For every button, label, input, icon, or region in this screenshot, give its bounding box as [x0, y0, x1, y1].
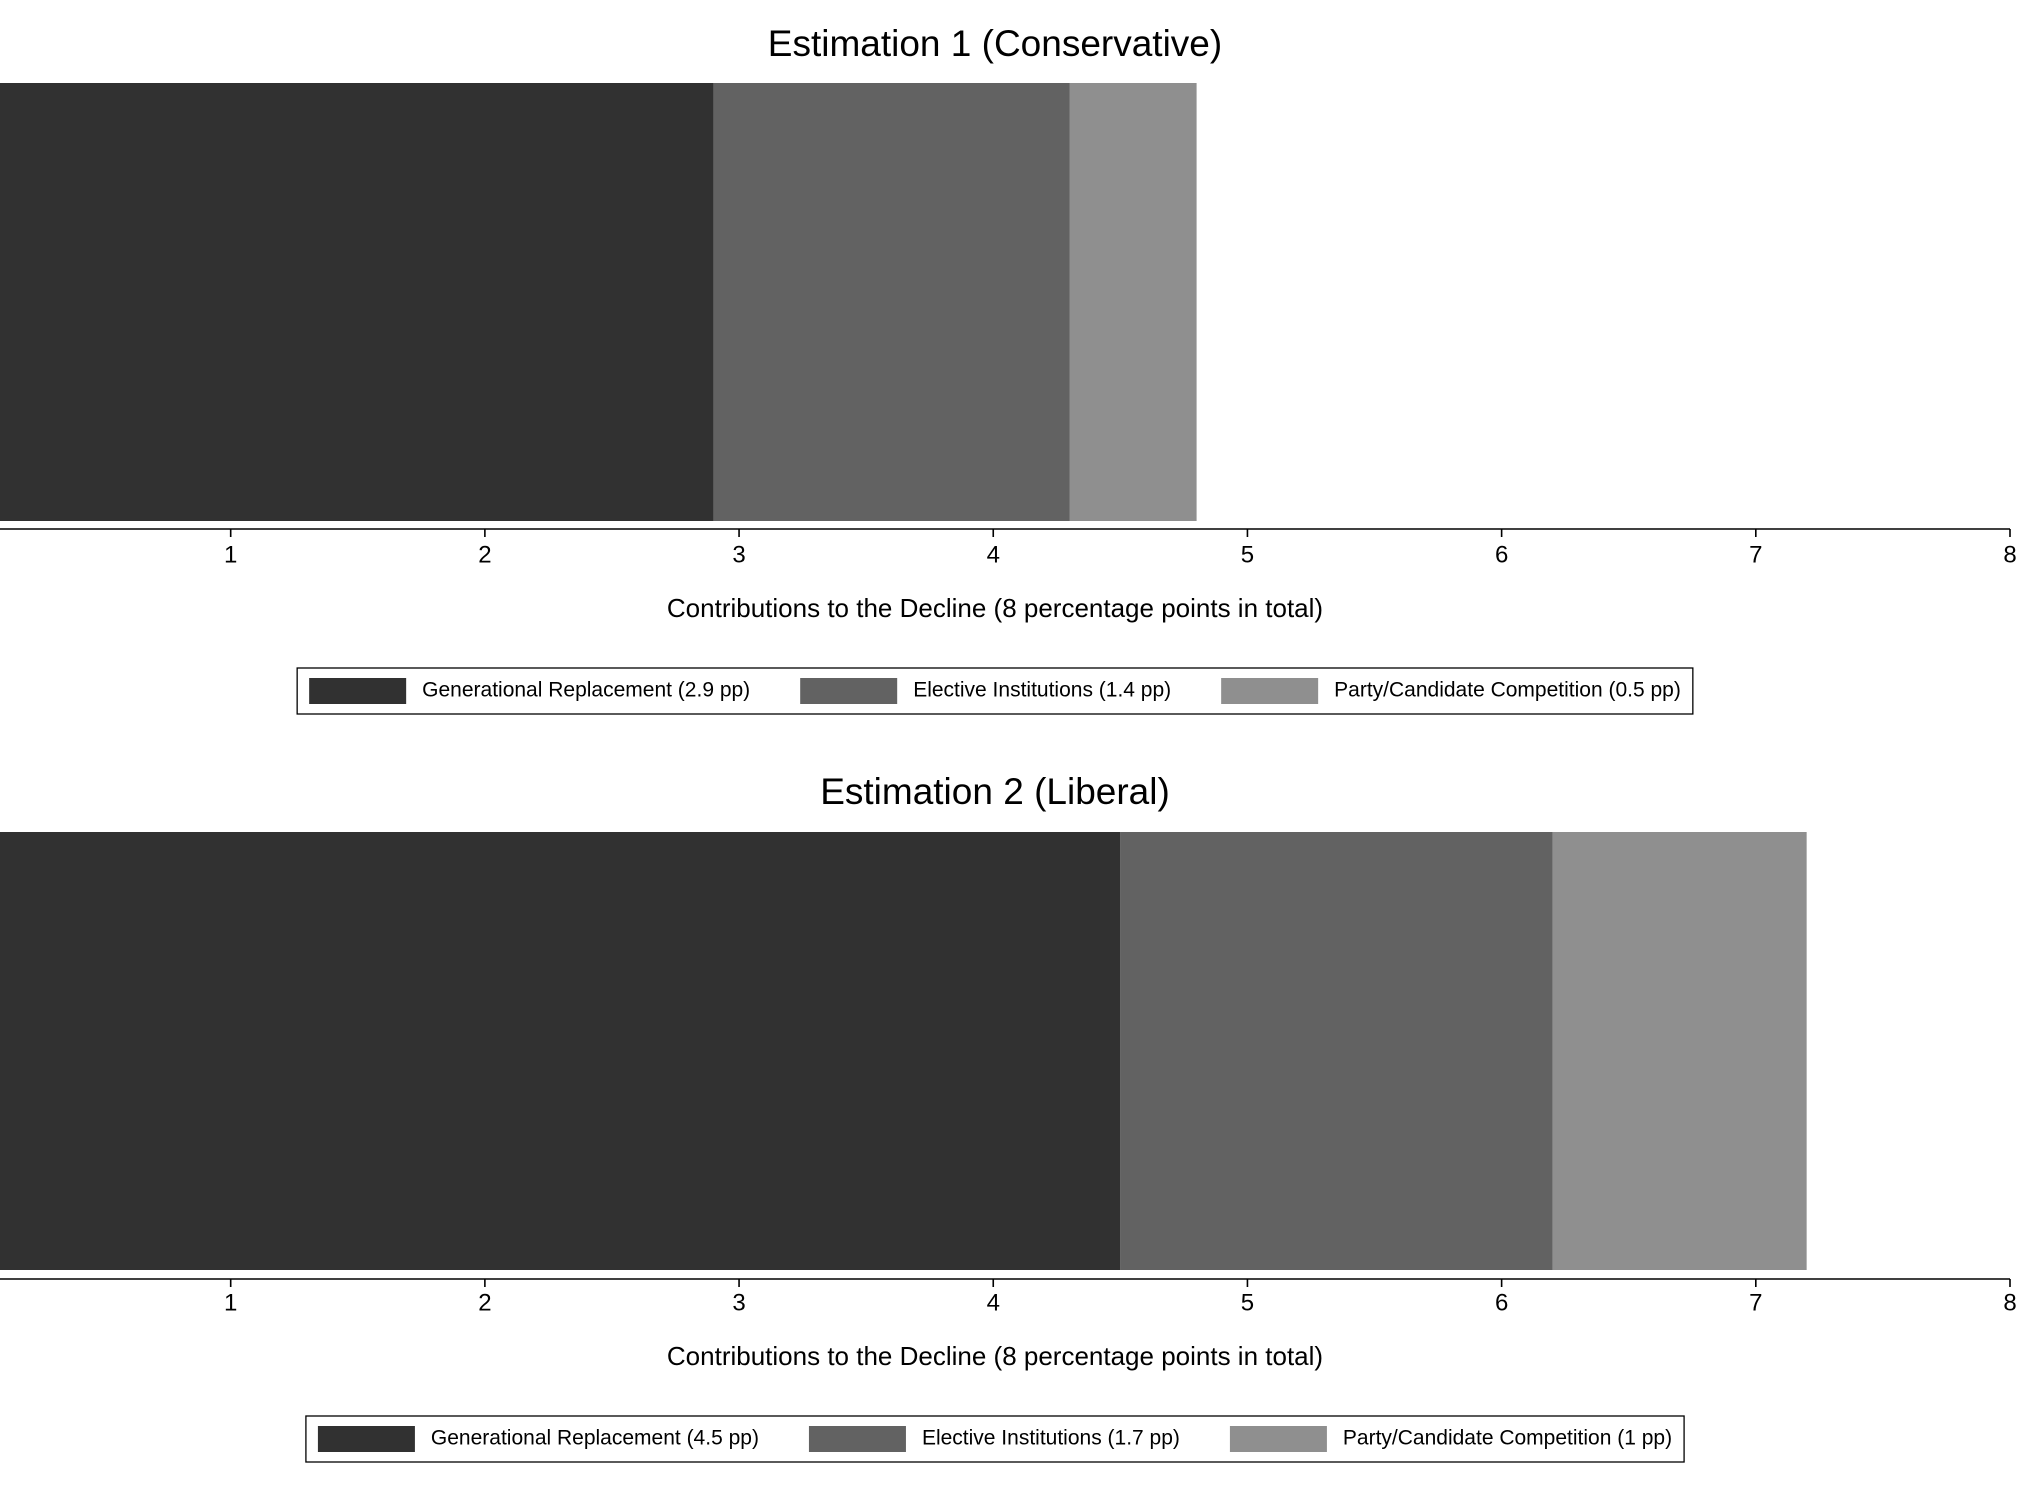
- legend: Generational Replacement (4.5 pp) Electiv…: [305, 1415, 1685, 1463]
- chart-title: Estimation 2 (Liberal): [820, 771, 1170, 812]
- legend-label: Party/Candidate Competition (1 pp): [1343, 1427, 1672, 1450]
- x-tick-label: 4: [987, 541, 1000, 568]
- bar-segment: [0, 832, 1121, 1270]
- legend-label: Generational Replacement (4.5 pp): [431, 1427, 759, 1450]
- x-tick-label: 3: [732, 1289, 745, 1316]
- x-tick-label: 5: [1241, 541, 1254, 568]
- x-tick-label: 5: [1241, 1289, 1254, 1316]
- bar-segment: [1069, 83, 1197, 521]
- legend-swatch: [808, 1426, 906, 1452]
- legend-label: Elective Institutions (1.4 pp): [913, 679, 1171, 702]
- legend-swatch: [1221, 678, 1319, 704]
- x-tick-label: 3: [732, 541, 745, 568]
- x-tick-label: 4: [987, 1289, 1000, 1316]
- legend-label: Party/Candidate Competition (0.5 pp): [1334, 679, 1681, 702]
- bar-segment: [1552, 832, 1807, 1270]
- x-axis-label: Contributions to the Decline (8 percenta…: [667, 593, 1323, 623]
- x-tick-label: 7: [1749, 541, 1762, 568]
- legend-label: Generational Replacement (2.9 pp): [422, 679, 750, 702]
- x-tick-label: 6: [1495, 1289, 1508, 1316]
- x-tick-label: 7: [1749, 1289, 1762, 1316]
- x-tick-label: 6: [1495, 541, 1508, 568]
- bar-segment: [713, 83, 1070, 521]
- chart-title: Estimation 1 (Conservative): [768, 23, 1222, 64]
- x-axis-label: Contributions to the Decline (8 percenta…: [667, 1341, 1323, 1371]
- legend-box: [296, 667, 1694, 715]
- legend-swatch: [317, 1426, 415, 1452]
- legend: Generational Replacement (2.9 pp) Electiv…: [296, 667, 1694, 715]
- x-tick-label: 8: [2003, 541, 2016, 568]
- legend-swatch: [800, 678, 898, 704]
- legend-label: Elective Institutions (1.7 pp): [922, 1427, 1180, 1450]
- x-tick-label: 1: [224, 1289, 237, 1316]
- x-tick-label: 2: [478, 1289, 491, 1316]
- legend-swatch: [1229, 1426, 1327, 1452]
- legend-box: [305, 1415, 1685, 1463]
- x-tick-label: 8: [2003, 1289, 2016, 1316]
- bar-segment: [0, 83, 714, 521]
- x-tick-label: 2: [478, 541, 491, 568]
- bar-segment: [1120, 832, 1553, 1270]
- legend-swatch: [309, 678, 407, 704]
- x-tick-label: 1: [224, 541, 237, 568]
